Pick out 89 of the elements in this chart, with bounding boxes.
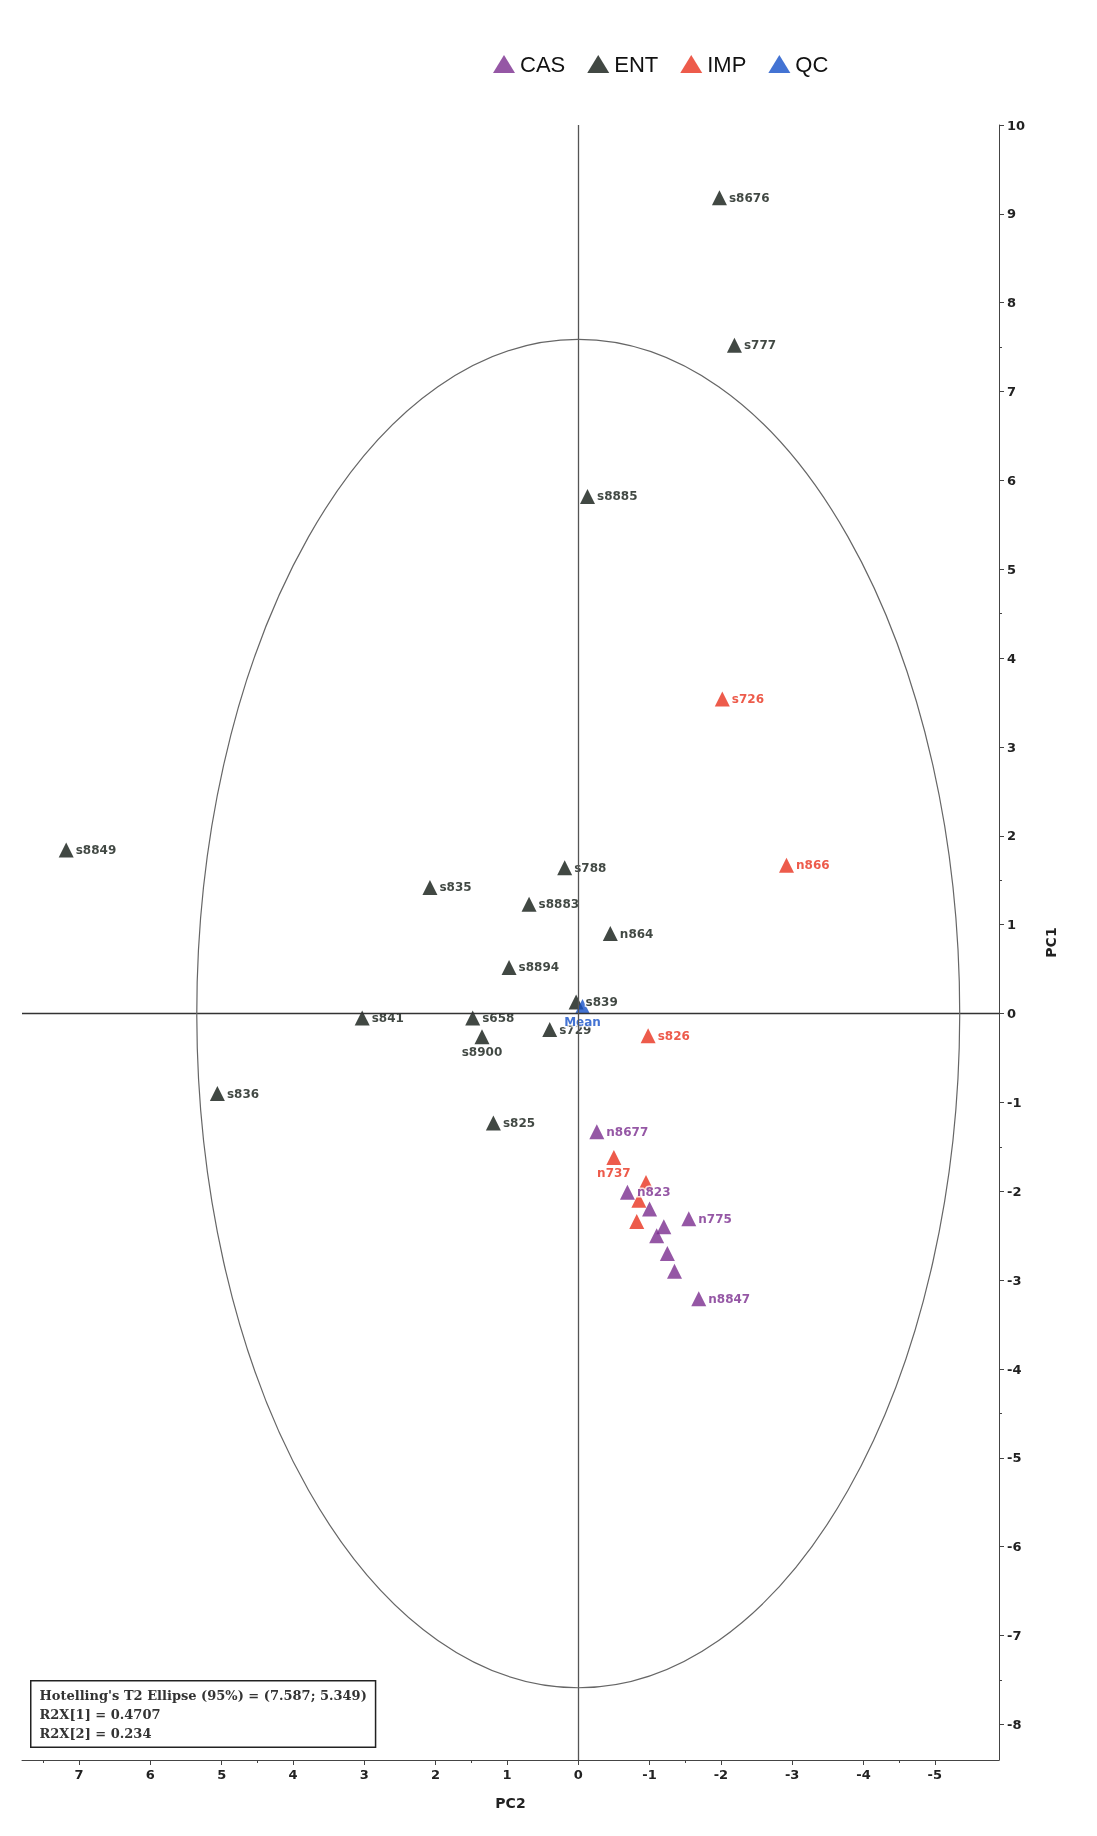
point [711,190,727,206]
point [619,1184,635,1200]
x-tick-label: 5 [217,1767,227,1782]
x-tick-label: 7 [74,1767,84,1782]
x-tick-label: 4 [288,1767,298,1782]
y-tick-label: -3 [1007,1272,1022,1288]
point [714,691,730,707]
data-label: s8894 [518,960,560,975]
point [667,1263,683,1279]
x-tick-label: -4 [856,1767,871,1782]
y-tick-label: 5 [1007,561,1017,577]
y-axis-title: PC1 [1043,927,1059,958]
point [521,896,537,912]
data-label: n866 [795,858,830,873]
data-label: s835 [439,880,472,895]
y-tick-label: 6 [1007,472,1017,488]
data-label: n737 [597,1166,631,1181]
point [589,1124,605,1140]
point [580,488,596,504]
data-label: s839 [585,995,618,1010]
x-tick-label: -3 [784,1767,800,1782]
y-tick-label: -2 [1007,1183,1022,1199]
data-label: n8677 [606,1124,649,1139]
y-tick-label: -4 [1007,1361,1022,1377]
data-label: s8883 [538,897,580,912]
point [557,860,573,876]
point [649,1228,665,1244]
data-label: s836 [226,1086,260,1101]
point [629,1214,645,1230]
y-tick-label: -1 [1007,1094,1022,1110]
data-label: s777 [743,338,777,353]
point [726,337,742,353]
legend-label: QC [795,51,829,77]
x-tick-label: -1 [642,1767,657,1782]
point [778,857,794,873]
data-label: n823 [636,1185,671,1200]
point [606,1150,622,1166]
y-tick-label: 9 [1007,206,1017,222]
y-tick-label: 8 [1007,295,1017,311]
x-tick-label: 6 [145,1767,155,1782]
annotation: R2X[1] = 0.4707 [39,1706,161,1722]
point [542,1022,558,1038]
y-tick-label: 7 [1007,384,1017,400]
data-label: s826 [657,1028,690,1043]
data-label: s825 [502,1115,536,1130]
point [354,1010,370,1026]
point [465,1010,481,1026]
x-tick-label: 3 [359,1767,369,1782]
legend-label: ENT [614,51,659,77]
y-tick-label: 0 [1007,1006,1017,1022]
point [602,926,618,942]
x-tick-label: -2 [713,1767,729,1782]
data-label: s8676 [728,190,770,205]
data-label: s726 [731,692,765,707]
annotation: Hotelling's T2 Ellipse (95%) = (7.587; 5.349) [39,1687,367,1703]
y-tick-label: -5 [1007,1450,1022,1466]
point [485,1115,501,1131]
legend-label: CAS [520,51,566,77]
x-tick-label: 0 [573,1767,583,1782]
data-label: s8885 [597,489,638,504]
y-tick-label: -8 [1007,1716,1022,1732]
y-tick-label: 10 [1007,117,1026,133]
point [422,879,438,895]
point [640,1028,656,1044]
data-label: s8849 [75,843,117,858]
point [501,959,517,975]
x-tick-label: 2 [431,1767,441,1782]
point [642,1201,658,1217]
data-label: n775 [698,1211,732,1226]
point [659,1246,675,1262]
point [681,1211,697,1227]
data-label: s8900 [461,1045,503,1060]
x-axis-title: PC2 [495,1795,526,1811]
y-tick-label: 3 [1007,739,1017,755]
point [209,1086,225,1102]
y-tick-label: 4 [1007,650,1017,666]
data-label: n8847 [708,1291,751,1306]
data-label: n864 [619,926,654,941]
y-tick-label: -7 [1007,1628,1022,1644]
x-tick-label: -5 [927,1767,943,1782]
point [58,842,74,858]
annotation: R2X[2] = 0.234 [39,1725,152,1741]
y-tick-label: -6 [1007,1539,1022,1555]
legend-label: IMP [707,51,747,77]
x-tick-label: 1 [502,1767,512,1782]
point [474,1029,490,1045]
y-tick-label: 2 [1007,828,1017,844]
y-tick-label: 1 [1007,917,1017,933]
point [691,1291,707,1307]
